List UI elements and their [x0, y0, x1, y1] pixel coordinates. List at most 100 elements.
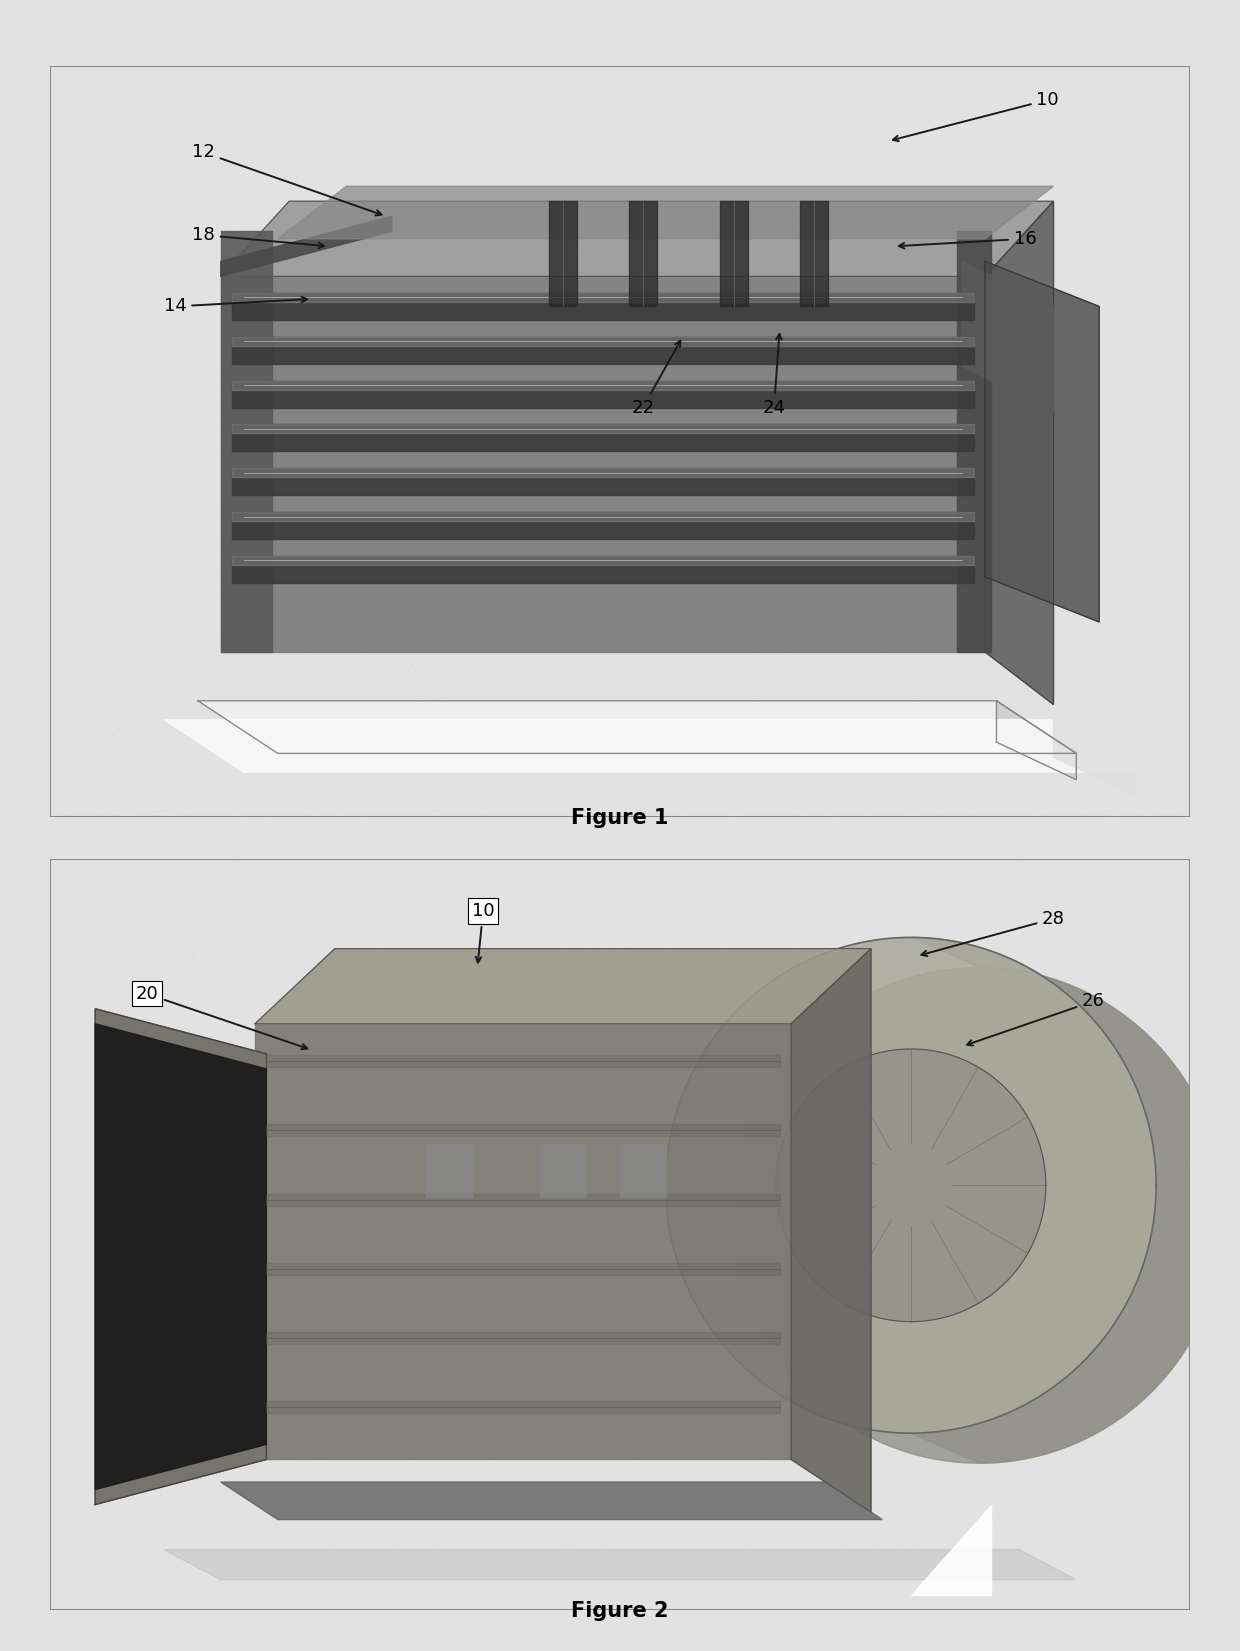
Point — [1115, 634, 1135, 660]
Point — [1101, 1422, 1121, 1448]
Point — [864, 104, 884, 130]
Point — [171, 502, 191, 528]
Point — [392, 1565, 412, 1592]
Point — [82, 1367, 102, 1393]
Point — [1058, 1276, 1078, 1303]
Point — [1154, 908, 1174, 934]
Point — [708, 121, 728, 147]
Point — [474, 461, 494, 487]
Point — [415, 1266, 435, 1293]
Point — [775, 1088, 795, 1114]
Point — [682, 1382, 702, 1408]
Point — [930, 272, 950, 299]
Point — [1071, 1182, 1091, 1209]
Point — [804, 1152, 823, 1179]
Point — [337, 1100, 357, 1126]
Point — [1043, 383, 1063, 409]
Point — [404, 1474, 424, 1501]
Point — [941, 655, 961, 682]
Point — [396, 1273, 415, 1299]
Point — [787, 586, 807, 613]
Point — [583, 895, 603, 921]
Point — [899, 1078, 919, 1105]
Point — [365, 677, 384, 703]
Point — [611, 1496, 631, 1522]
Point — [926, 1497, 946, 1524]
Point — [1136, 1015, 1156, 1042]
Point — [641, 621, 661, 647]
Point — [852, 655, 872, 682]
Point — [125, 796, 145, 822]
Point — [1091, 613, 1111, 639]
Point — [746, 472, 766, 499]
Point — [553, 1040, 573, 1067]
Point — [794, 565, 813, 591]
Point — [424, 1463, 444, 1489]
Point — [847, 979, 867, 1005]
Point — [1130, 847, 1149, 873]
Point — [78, 121, 98, 147]
Point — [100, 1027, 120, 1053]
Point — [198, 1443, 218, 1469]
Point — [206, 1537, 226, 1563]
Point — [162, 546, 182, 573]
Point — [516, 1040, 536, 1067]
Point — [425, 1288, 445, 1314]
Point — [86, 1387, 105, 1413]
Point — [920, 205, 940, 231]
Point — [155, 1349, 175, 1375]
Point — [954, 928, 973, 954]
Point — [196, 246, 216, 272]
Point — [1059, 616, 1079, 642]
Point — [42, 1474, 62, 1501]
Point — [140, 81, 160, 107]
Point — [686, 1179, 706, 1205]
Point — [391, 149, 410, 175]
Point — [662, 1314, 682, 1341]
Point — [1097, 1065, 1117, 1091]
Point — [396, 931, 415, 958]
Point — [372, 1585, 392, 1611]
Point — [155, 428, 175, 454]
Point — [211, 1519, 231, 1545]
Point — [1176, 266, 1195, 292]
Point — [352, 608, 372, 634]
Point — [1009, 419, 1029, 446]
Point — [801, 1544, 821, 1570]
Point — [1022, 769, 1042, 796]
Point — [180, 972, 200, 999]
Point — [812, 1029, 832, 1055]
Point — [195, 1565, 215, 1592]
Point — [703, 1319, 723, 1346]
Point — [533, 147, 553, 173]
Point — [486, 1572, 506, 1598]
Point — [718, 875, 738, 901]
Point — [728, 1565, 748, 1592]
Point — [971, 593, 991, 619]
Point — [786, 522, 806, 548]
Point — [246, 1430, 265, 1456]
Point — [1045, 563, 1065, 589]
Point — [909, 300, 929, 327]
Point — [785, 173, 805, 200]
Point — [1019, 487, 1039, 513]
Point — [542, 948, 562, 974]
Point — [1115, 79, 1135, 106]
Point — [582, 109, 601, 135]
Point — [795, 1567, 815, 1593]
Point — [233, 1341, 253, 1367]
Point — [66, 314, 86, 340]
Point — [765, 1108, 785, 1134]
Point — [1016, 642, 1035, 669]
Point — [405, 157, 425, 183]
Point — [924, 499, 944, 525]
Point — [138, 1237, 157, 1263]
Point — [510, 662, 529, 688]
Point — [273, 233, 293, 259]
Point — [527, 773, 547, 799]
Point — [397, 933, 417, 959]
Point — [1002, 649, 1022, 675]
Point — [981, 705, 1001, 731]
Point — [461, 178, 481, 205]
Point — [448, 1478, 467, 1504]
